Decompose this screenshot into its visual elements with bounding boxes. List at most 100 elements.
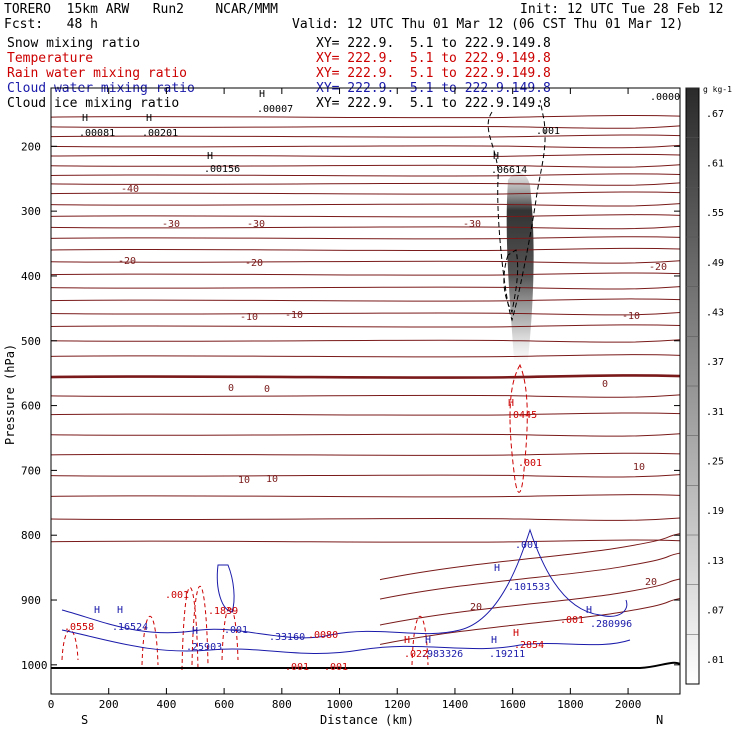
y-tick-label: 700	[21, 464, 41, 477]
forecast-hour: Fcst: 48 h	[4, 17, 98, 32]
colorbar-label: .55	[706, 208, 724, 219]
value-annotation: .001	[518, 458, 542, 469]
colorbar-unit: g kg-1	[703, 85, 732, 94]
temperature-line	[379, 533, 681, 581]
x-tick-label: 1000	[326, 698, 353, 711]
temperature-line	[50, 182, 681, 186]
north-label: N	[656, 713, 663, 727]
colorbar-label: .49	[706, 258, 724, 269]
temperature-line-label: -30	[162, 219, 180, 230]
value-annotation: .00156	[204, 164, 240, 175]
rain-contour	[141, 615, 159, 666]
temperature-line	[50, 374, 681, 379]
temperature-line	[50, 354, 681, 358]
value-annotation: .001	[515, 540, 539, 551]
temperature-line	[50, 272, 681, 276]
high-marker: H	[513, 628, 519, 639]
y-tick-label: 500	[21, 335, 41, 348]
cloud-water-contour	[61, 629, 631, 654]
y-axis-title: Pressure (hPa)	[3, 344, 17, 445]
temperature-line	[50, 134, 681, 138]
temperature-line-label: -20	[649, 262, 667, 273]
cloud-ice-contour	[503, 249, 519, 314]
value-annotation: .0080	[308, 630, 338, 641]
temperature-line	[50, 539, 681, 543]
temperature-line-label: -30	[247, 219, 265, 230]
colorbar-label: .19	[706, 506, 724, 517]
x-tick-label: 400	[157, 698, 177, 711]
temperature-line	[50, 286, 681, 290]
value-annotation: .101533	[508, 582, 550, 593]
temperature-line	[50, 339, 681, 343]
y-tick-label: 600	[21, 400, 41, 413]
colorbar-label: .61	[706, 159, 724, 170]
value-annotation: .19211	[489, 649, 525, 660]
temperature-line	[50, 203, 681, 207]
colorbar-label: .01	[706, 655, 724, 666]
temperature-line	[50, 324, 681, 328]
temperature-line	[50, 214, 681, 218]
x-axis-title: Distance (km)	[320, 713, 414, 727]
x-tick-label: 200	[99, 698, 119, 711]
value-annotation: .001	[560, 615, 584, 626]
colorbar-label: .25	[706, 457, 724, 468]
temperature-line	[50, 412, 681, 416]
high-marker: H	[117, 605, 123, 616]
legend-temperature-xy: XY= 222.9. 5.1 to 222.9.149.8	[316, 51, 551, 66]
high-marker: H	[425, 635, 431, 646]
value-annotation: .06614	[491, 165, 527, 176]
value-annotation: .0445	[507, 410, 537, 421]
x-tick-label: 1600	[499, 698, 526, 711]
y-tick-label: 200	[21, 140, 41, 153]
temperature-line	[50, 115, 681, 119]
legend-cloud-ice: Cloud ice mixing ratio	[7, 96, 180, 111]
temperature-line	[50, 394, 681, 398]
colorbar-label: .31	[706, 407, 724, 418]
temperature-line	[379, 552, 681, 600]
high-marker: H	[508, 398, 514, 409]
temperature-line	[50, 474, 681, 478]
value-annotation: .0000	[650, 92, 680, 103]
legend-cloud-ice-xy: XY= 222.9. 5.1 to 222.9.149.8	[316, 96, 551, 111]
x-tick-label: 1400	[442, 698, 469, 711]
value-annotation: .0558	[64, 622, 94, 633]
value-annotation: .001	[165, 590, 189, 601]
high-marker: H	[94, 605, 100, 616]
value-annotation: .1839	[208, 606, 238, 617]
temperature-line	[50, 494, 681, 498]
temperature-line-label: -40	[121, 184, 139, 195]
temperature-line	[50, 125, 681, 129]
temperature-line	[50, 298, 681, 302]
temperature-line	[50, 452, 681, 456]
temperature-line	[50, 260, 681, 264]
temperature-line-label: -20	[118, 256, 136, 267]
temperature-line	[50, 236, 681, 240]
y-tick-label: 900	[21, 594, 41, 607]
colorbar-label: .67	[706, 109, 724, 120]
value-annotation: .001	[536, 126, 560, 137]
value-annotation: .33160	[269, 632, 305, 643]
rain-contour	[181, 587, 199, 671]
temperature-line	[379, 578, 681, 626]
temperature-line	[50, 153, 681, 158]
value-annotation: .001	[324, 662, 348, 673]
temperature-line	[50, 433, 681, 437]
model-title: TORERO 15km ARW Run2 NCAR/MMM	[4, 2, 278, 17]
cloud-water-contour	[61, 528, 628, 639]
y-tick-label: 400	[21, 270, 41, 283]
high-marker: H	[586, 605, 592, 616]
init-time: Init: 12 UTC Tue 28 Feb 12	[520, 2, 724, 17]
temperature-line	[50, 191, 681, 195]
value-annotation: .983326	[421, 649, 463, 660]
temperature-line-label: 10	[238, 475, 250, 486]
value-annotation: .00007	[257, 104, 293, 115]
temperature-line	[50, 225, 681, 230]
value-annotation: .00201	[142, 128, 178, 139]
colorbar-label: .37	[706, 357, 724, 368]
cloud-water-contour	[216, 564, 235, 613]
value-annotation: .16524	[112, 622, 148, 633]
x-tick-label: 800	[272, 698, 292, 711]
value-annotation: .25903	[186, 642, 222, 653]
rain-contour	[509, 363, 528, 493]
legend-rain-xy: XY= 222.9. 5.1 to 222.9.149.8	[316, 66, 551, 81]
